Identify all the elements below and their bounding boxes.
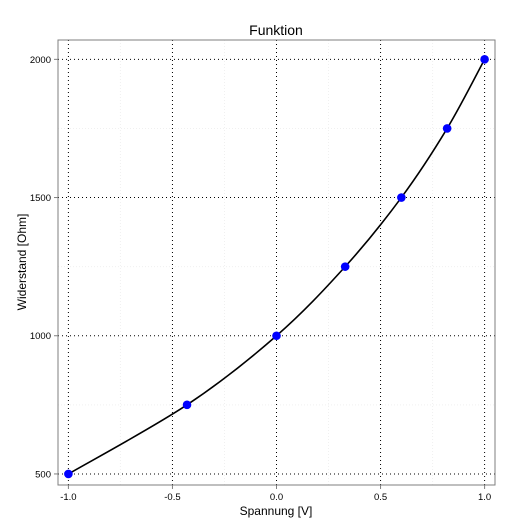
data-point	[340, 262, 350, 271]
y-tick-label: 2000	[30, 55, 51, 66]
chart-title: Funktion	[249, 22, 303, 38]
x-axis-label: Spannung [V]	[240, 504, 313, 518]
data-point	[442, 124, 452, 133]
data-point	[182, 400, 192, 410]
major-grid	[58, 40, 495, 485]
minor-grid	[58, 40, 495, 485]
x-tick-label: 0.5	[374, 492, 387, 503]
x-tick-label: 0.0	[270, 492, 283, 503]
y-tick-label: 500	[35, 469, 51, 480]
x-axis-ticks: -1.0 -0.5 0.0 0.5 1.0	[60, 485, 491, 503]
y-tick-label: 1500	[30, 193, 51, 204]
x-tick-label: -0.5	[164, 492, 180, 503]
y-axis-ticks: 500 1000 1500 2000	[30, 55, 58, 480]
y-tick-label: 1000	[30, 331, 51, 342]
y-axis-label: Widerstand [Ohm]	[15, 214, 29, 311]
x-tick-label: -1.0	[60, 492, 76, 503]
series-layer	[64, 55, 489, 479]
x-tick-label: 1.0	[478, 492, 491, 503]
data-point	[272, 331, 281, 341]
data-point	[64, 469, 73, 479]
data-point	[397, 193, 406, 202]
data-point	[480, 55, 489, 64]
